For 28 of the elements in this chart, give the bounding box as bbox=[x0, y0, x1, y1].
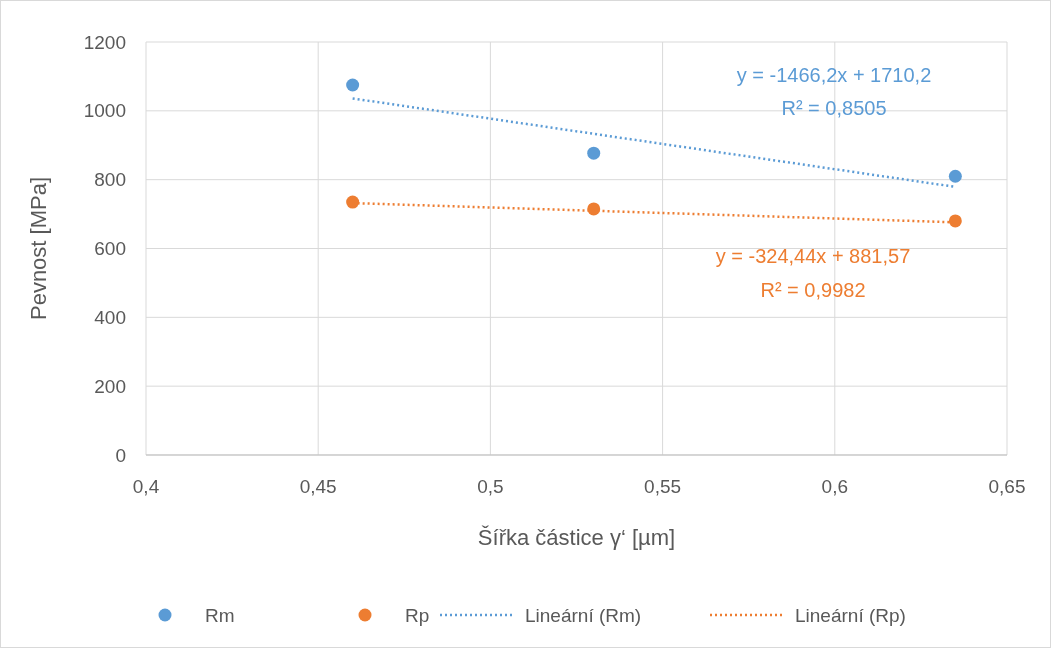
annotation: y = -324,44x + 881,57 bbox=[715, 245, 911, 267]
x-tick-label: 0,65 bbox=[988, 476, 1026, 497]
x-tick-label: 0,5 bbox=[477, 476, 504, 497]
y-tick-label: 1000 bbox=[83, 100, 126, 122]
annotation: R² = 0,9982 bbox=[760, 279, 866, 301]
y-axis-title: Pevnost [MPa] bbox=[26, 176, 51, 321]
legend-label: Lineární (Rp) bbox=[795, 604, 906, 626]
x-tick-label: 0,4 bbox=[132, 476, 160, 497]
point bbox=[346, 78, 360, 92]
legend-label: Rm bbox=[205, 604, 235, 626]
point bbox=[346, 195, 360, 209]
y-tick-label: 200 bbox=[94, 375, 126, 397]
x-tick-label: 0,45 bbox=[299, 476, 337, 497]
point bbox=[948, 214, 962, 228]
x-tick-label: 0,6 bbox=[821, 476, 849, 497]
y-tick-label: 0 bbox=[115, 444, 126, 466]
y-tick-label: 600 bbox=[94, 238, 126, 260]
y-tick-label: 1200 bbox=[83, 31, 126, 53]
x-tick-label: 0,55 bbox=[644, 476, 682, 497]
point bbox=[587, 146, 601, 160]
y-tick-label: 800 bbox=[94, 169, 126, 191]
annotation: y = -1466,2x + 1710,2 bbox=[736, 64, 932, 86]
legend-label: Lineární (Rm) bbox=[525, 604, 642, 626]
point bbox=[948, 169, 962, 183]
y-tick-label: 400 bbox=[94, 306, 126, 328]
x-axis-title: Šířka částice γ‘ [µm] bbox=[477, 525, 676, 550]
annotation: R² = 0,8505 bbox=[781, 97, 887, 119]
legend-label: Rp bbox=[405, 604, 430, 626]
